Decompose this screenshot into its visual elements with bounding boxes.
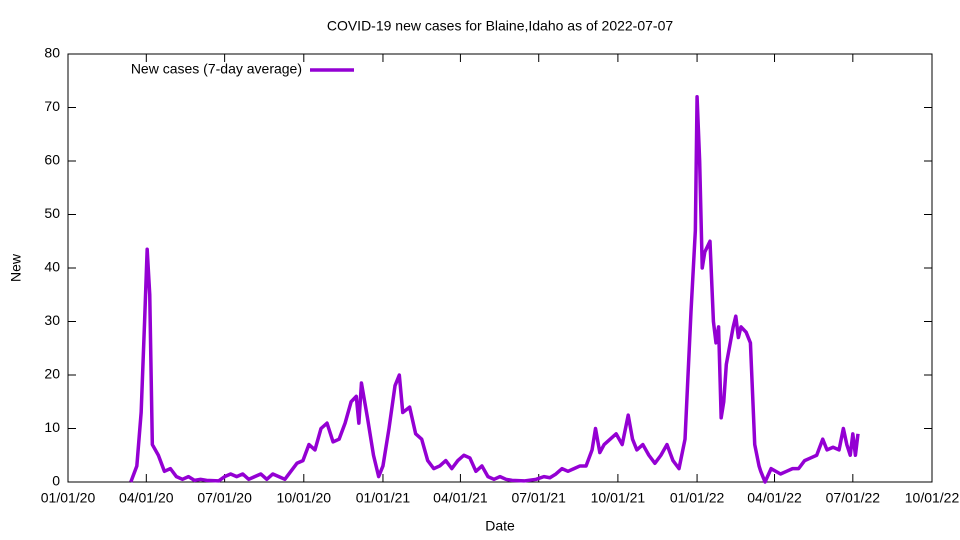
y-tick-label: 10 bbox=[44, 419, 60, 435]
x-tick-label: 07/01/22 bbox=[826, 490, 881, 506]
y-tick-label: 20 bbox=[44, 366, 60, 382]
y-axis-label: New bbox=[8, 253, 24, 282]
x-tick-label: 01/01/21 bbox=[356, 490, 411, 506]
y-tick-label: 30 bbox=[44, 312, 60, 328]
x-tick-label: 07/01/20 bbox=[197, 490, 252, 506]
x-tick-label: 01/01/22 bbox=[670, 490, 725, 506]
x-tick-label: 07/01/21 bbox=[511, 490, 566, 506]
plot-border bbox=[67, 53, 933, 483]
y-tick-label: 80 bbox=[44, 45, 60, 61]
x-axis-label: Date bbox=[485, 518, 515, 534]
y-tick-label: 0 bbox=[52, 473, 60, 489]
y-tick-label: 60 bbox=[44, 152, 60, 168]
legend-label: New cases (7-day average) bbox=[131, 61, 302, 77]
x-tick-label: 04/01/20 bbox=[119, 490, 174, 506]
x-tick-label: 10/01/22 bbox=[905, 490, 960, 506]
x-tick-label: 10/01/20 bbox=[277, 490, 332, 506]
data-line bbox=[129, 95, 860, 484]
y-tick-label: 40 bbox=[44, 259, 60, 275]
x-tick-label: 04/01/21 bbox=[433, 490, 488, 506]
y-tick-label: 50 bbox=[44, 205, 60, 221]
x-tick-label: 04/01/22 bbox=[747, 490, 802, 506]
x-tick-label: 10/01/21 bbox=[591, 490, 646, 506]
x-tick-label: 01/01/20 bbox=[41, 490, 96, 506]
chart-title: COVID-19 new cases for Blaine,Idaho as o… bbox=[327, 18, 674, 34]
y-tick-label: 70 bbox=[44, 98, 60, 114]
